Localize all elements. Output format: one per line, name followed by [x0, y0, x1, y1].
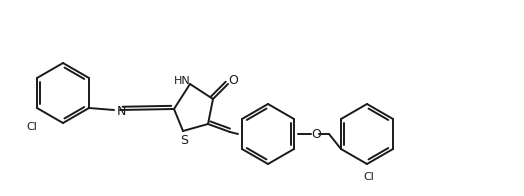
Text: O: O — [228, 74, 238, 86]
Text: Cl: Cl — [27, 122, 37, 132]
Text: N: N — [117, 104, 126, 117]
Text: HN: HN — [173, 76, 190, 86]
Text: S: S — [180, 134, 188, 148]
Text: Cl: Cl — [364, 172, 375, 182]
Text: O: O — [311, 128, 321, 141]
